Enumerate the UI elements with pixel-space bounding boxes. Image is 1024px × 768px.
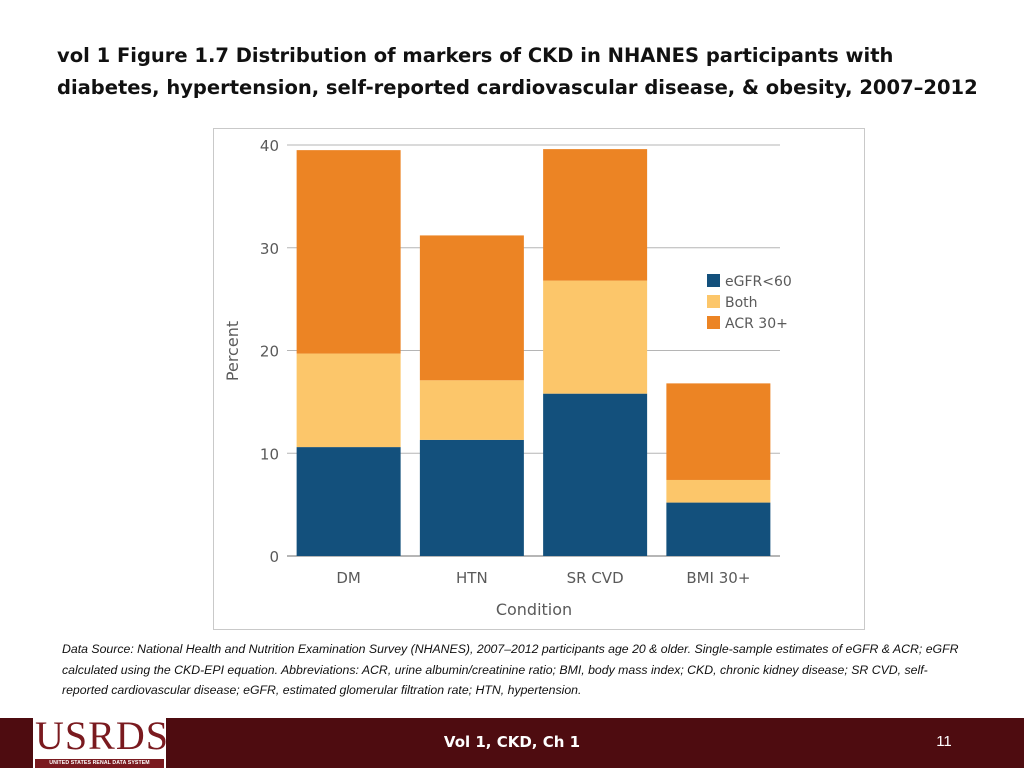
logo-wordmark: USRDS [35,716,164,756]
footer-chapter-label: Vol 1, CKD, Ch 1 [392,733,632,751]
y-tick-label: 30 [260,240,279,258]
x-axis-label: Condition [496,600,572,619]
legend-swatch-both [707,295,720,308]
legend-label: Both [725,295,758,311]
bar-dm-acr-30 [297,150,401,353]
legend-swatch-egfr-60 [707,274,720,287]
x-axis-ticks: DM HTN SR CVD BMI 30+ [336,569,750,587]
bars [297,149,771,556]
legend-label: eGFR<60 [725,274,792,290]
y-axis-label: Percent [223,321,242,381]
x-tick-label: SR CVD [567,569,624,587]
bar-sr-cvd-egfr-60 [543,394,647,556]
y-tick-label: 40 [260,137,279,155]
page-number: 11 [924,733,964,750]
y-axis-ticks: 0 10 20 30 40 [260,137,279,566]
bar-bmi-30-both [666,480,770,503]
usrds-logo: USRDS UNITED STATES RENAL DATA SYSTEM [33,712,166,768]
data-source-note: Data Source: National Health and Nutriti… [62,639,962,701]
legend-label: ACR 30+ [725,316,788,332]
legend-swatch-acr-30 [707,316,720,329]
bar-bmi-30-acr-30 [666,383,770,480]
x-tick-label: HTN [456,569,488,587]
y-tick-label: 0 [269,548,279,566]
slide-title: vol 1 Figure 1.7 Distribution of markers… [57,40,987,104]
bar-bmi-30-egfr-60 [666,503,770,556]
stacked-bar-chart: 0 10 20 30 40 DM HTN SR CVD BMI 30+ Percent Con… [214,129,864,629]
x-tick-label: BMI 30+ [686,569,750,587]
bar-htn-acr-30 [420,235,524,380]
bar-dm-egfr-60 [297,447,401,556]
logo-subtitle: UNITED STATES RENAL DATA SYSTEM [35,759,164,768]
bar-sr-cvd-both [543,281,647,394]
bar-sr-cvd-acr-30 [543,149,647,281]
y-tick-label: 10 [260,445,279,463]
bar-dm-both [297,354,401,448]
chart-frame: 0 10 20 30 40 DM HTN SR CVD BMI 30+ Percent Con… [213,128,865,630]
y-tick-label: 20 [260,343,279,361]
bar-htn-egfr-60 [420,440,524,556]
bar-htn-both [420,380,524,440]
legend: eGFR<60 Both ACR 30+ [707,274,792,332]
x-tick-label: DM [336,569,361,587]
